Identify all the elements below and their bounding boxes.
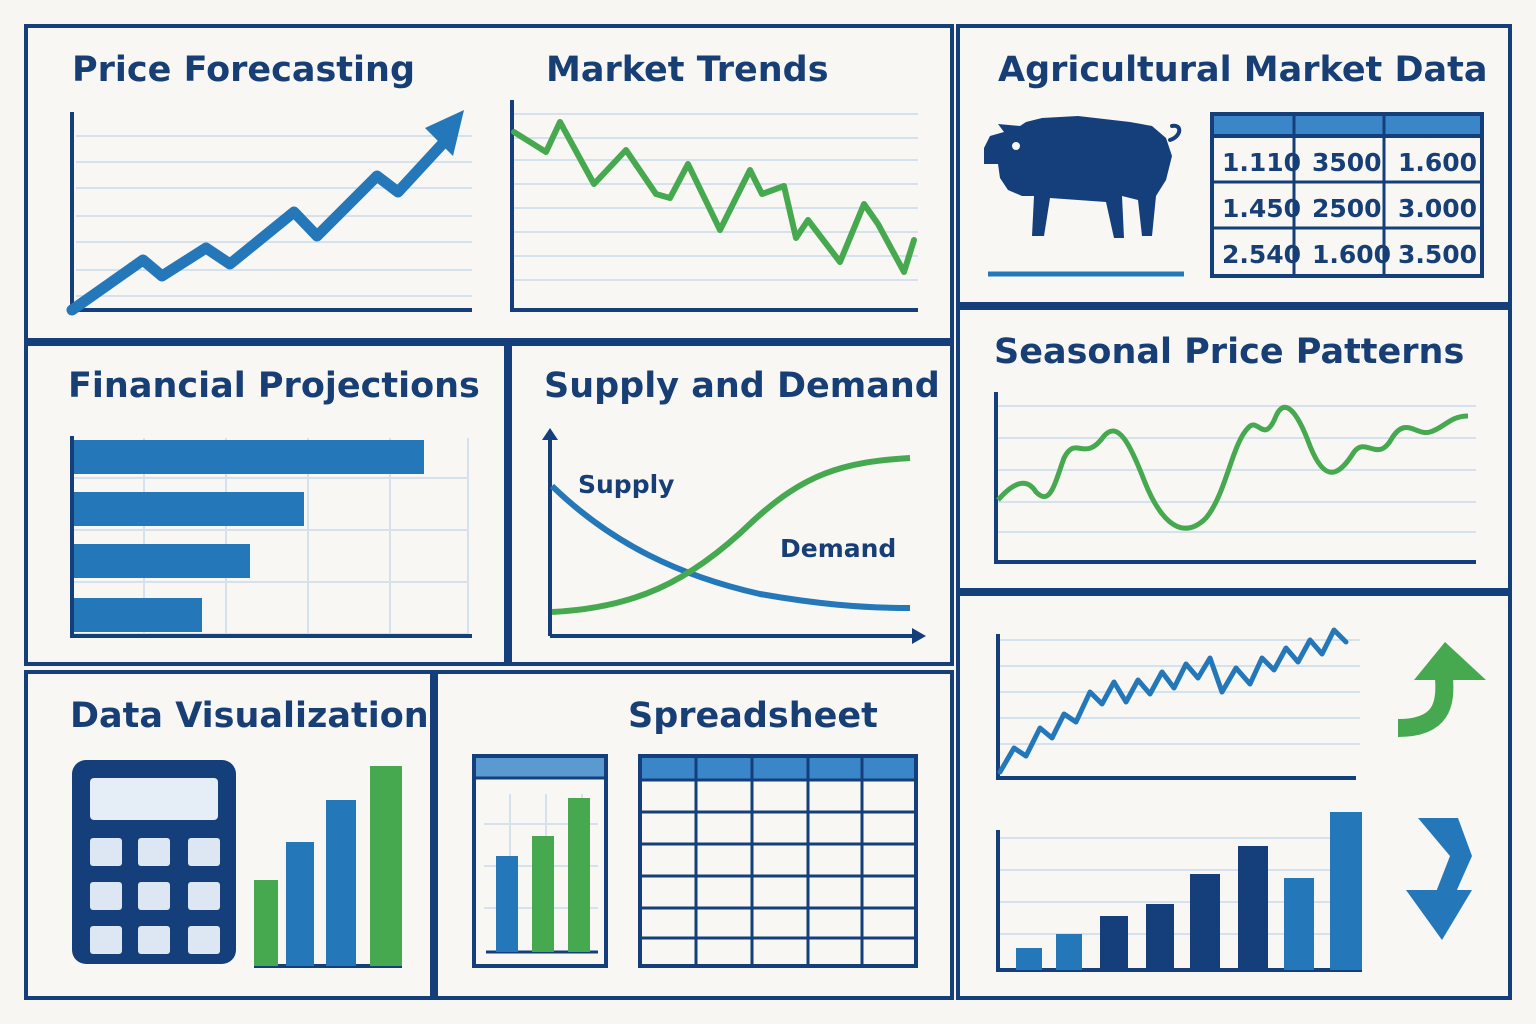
- table-cell: 1.110: [1222, 148, 1302, 177]
- spreadsheet-grid: [638, 754, 918, 968]
- table-cell: 2.540: [1222, 240, 1302, 269]
- market-data-table: [1210, 112, 1484, 278]
- table-cell: 2500: [1312, 194, 1382, 223]
- up-arrow-icon: [1397, 642, 1486, 737]
- panel-financial-projections: Financial Projections: [24, 342, 508, 666]
- upper-trend-chart: [996, 627, 1360, 780]
- calculator-icon: [72, 760, 236, 964]
- data-visualization-chart: [254, 766, 402, 968]
- supply-label: Supply: [578, 470, 675, 499]
- panel-title: Agricultural Market Data: [998, 50, 1488, 90]
- panel-title: Market Trends: [546, 50, 829, 90]
- down-arrow-icon: [1406, 818, 1472, 940]
- table-cell: 3.500: [1398, 240, 1478, 269]
- panel-agricultural-market-data: Agricultural Market Data 1.110 3500 1.60…: [956, 24, 1512, 306]
- panel-title: Financial Projections: [68, 366, 480, 406]
- table-cell: 3500: [1312, 148, 1382, 177]
- panel-title: Seasonal Price Patterns: [994, 332, 1465, 372]
- panel-seasonal-price-patterns: Seasonal Price Patterns: [956, 306, 1512, 592]
- panel-title: Spreadsheet: [628, 696, 878, 736]
- panel-supply-and-demand: Supply and Demand Supply Demand: [508, 342, 954, 666]
- price-forecasting-chart: [66, 110, 472, 316]
- panel-spreadsheet: Spreadsheet: [434, 670, 954, 1000]
- table-cell: 3.000: [1398, 194, 1478, 223]
- seasonal-price-patterns-chart: [994, 392, 1476, 564]
- market-trends-chart: [510, 100, 918, 312]
- table-cell: 1.450: [1222, 194, 1302, 223]
- panel-title: Supply and Demand: [544, 366, 940, 406]
- supply-demand-chart: [542, 428, 926, 644]
- spreadsheet-chart-window: [472, 754, 608, 968]
- financial-projections-chart: [70, 436, 472, 638]
- panel-data-visualization: Data Visualization: [24, 670, 434, 1000]
- panel-title: Data Visualization: [70, 696, 429, 736]
- demand-label: Demand: [780, 534, 897, 563]
- pig-icon: [984, 116, 1184, 277]
- panel-trend-indicators: [956, 592, 1512, 1000]
- panel-title: Price Forecasting: [72, 50, 416, 90]
- table-cell: 1.600: [1398, 148, 1478, 177]
- table-cell: 1.600: [1312, 240, 1392, 269]
- lower-bar-chart: [996, 812, 1362, 972]
- panel-price-forecasting: Price Forecasting Market Trends: [24, 24, 954, 342]
